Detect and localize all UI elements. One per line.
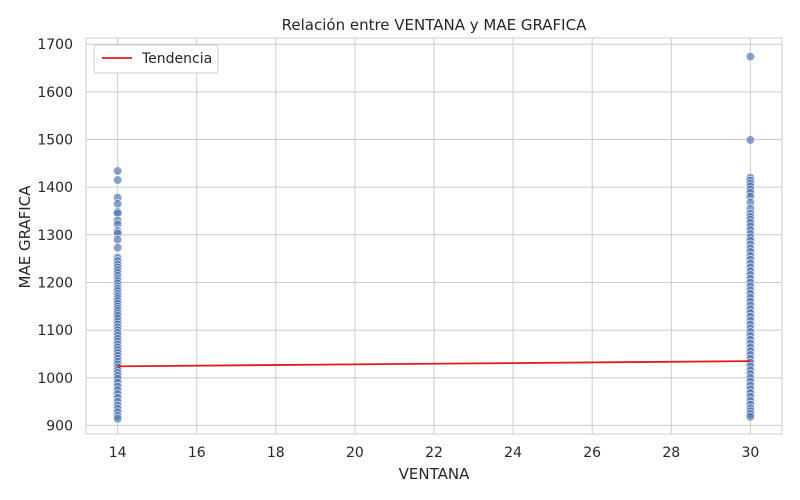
y-tick-label: 900: [46, 418, 73, 434]
data-point: [113, 175, 123, 185]
x-tick-label: 26: [583, 445, 601, 461]
legend: Tendencia: [93, 44, 219, 74]
data-point: [745, 51, 755, 62]
x-axis-label: VENTANA: [399, 465, 470, 483]
y-tick-label: 1700: [37, 37, 73, 53]
y-tick-label: 1400: [37, 180, 73, 196]
data-point: [113, 234, 123, 245]
y-tick-label: 1600: [37, 85, 73, 101]
y-tick-label: 1200: [37, 275, 73, 291]
y-axis-label: MAE GRAFICA: [16, 185, 34, 289]
legend-label: Tendencia: [141, 51, 212, 67]
y-tick-label: 1300: [37, 228, 73, 244]
chart-title: Relación entre VENTANA y MAE GRAFICA: [282, 16, 587, 34]
x-tick-label: 20: [346, 445, 364, 461]
data-point: [113, 166, 123, 176]
trend-lines: [117, 360, 751, 368]
y-tick-label: 1000: [37, 371, 73, 387]
x-tick-label: 30: [741, 445, 759, 461]
data-point: [745, 412, 755, 422]
x-tick-label: 16: [188, 445, 206, 461]
x-tick-label: 28: [662, 445, 680, 461]
data-point: [113, 243, 123, 253]
points: [113, 51, 755, 424]
x-tick-label: 14: [109, 445, 127, 461]
data-point: [113, 414, 123, 424]
x-tick-label: 24: [504, 445, 522, 461]
plot-frame: [85, 37, 783, 435]
x-tick-label: 18: [267, 445, 285, 461]
data-point: [745, 135, 755, 145]
data-point: [113, 199, 123, 209]
y-tick-label: 1500: [37, 133, 73, 149]
legend-box: [93, 44, 219, 74]
tick-labels: 14 16 18 20 22 24 26 28 30 900 1000 1100 1200 1300 140…: [37, 37, 759, 461]
y-tick-label: 1100: [37, 323, 73, 339]
grid: [86, 38, 782, 434]
x-tick-label: 22: [425, 445, 443, 461]
trend-line: [117, 360, 751, 368]
